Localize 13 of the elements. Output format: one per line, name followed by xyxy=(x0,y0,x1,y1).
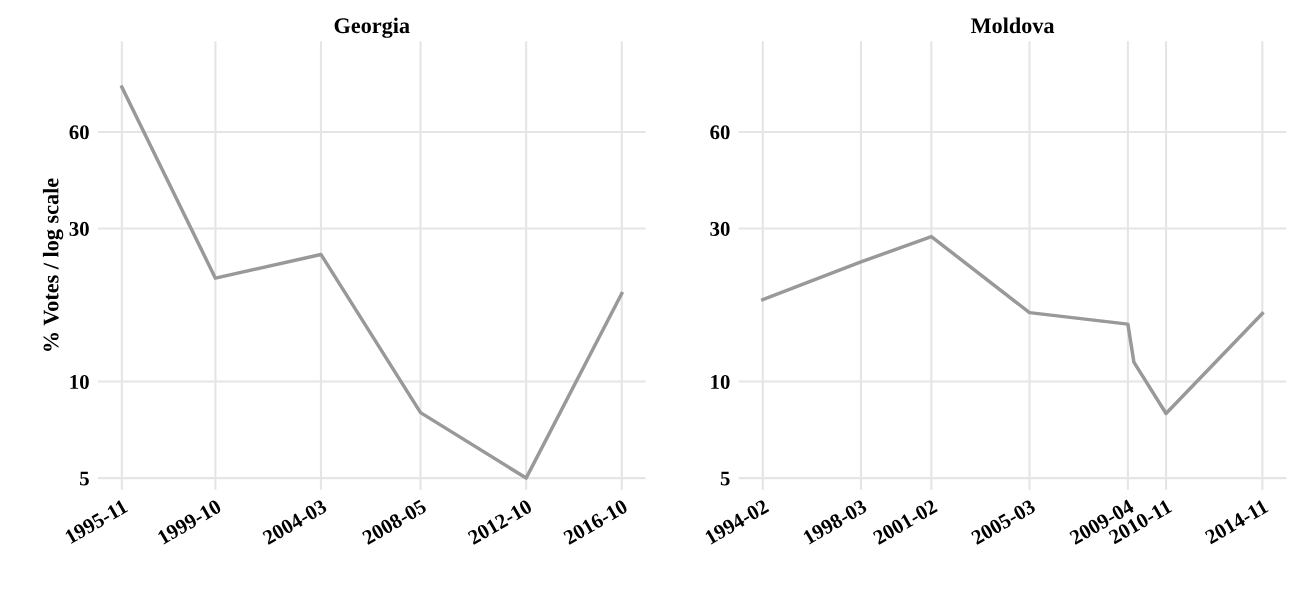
y-tick-label: 30 xyxy=(710,221,730,236)
y-tick-label: 30 xyxy=(69,221,89,236)
chart-title: Moldova xyxy=(970,17,1055,34)
y-tick-label: 10 xyxy=(70,374,89,389)
y-axis-title: % Votes / log scale xyxy=(42,178,64,351)
y-tick-label: 5 xyxy=(80,471,89,486)
line-series xyxy=(120,85,624,480)
y-tick-label: 5 xyxy=(720,471,730,486)
line-series xyxy=(761,234,1265,416)
y-tick-label: 10 xyxy=(711,374,730,389)
chart-title: Georgia xyxy=(334,17,410,38)
y-tick-label: 60 xyxy=(69,125,89,140)
y-tick-label: 60 xyxy=(710,125,730,140)
